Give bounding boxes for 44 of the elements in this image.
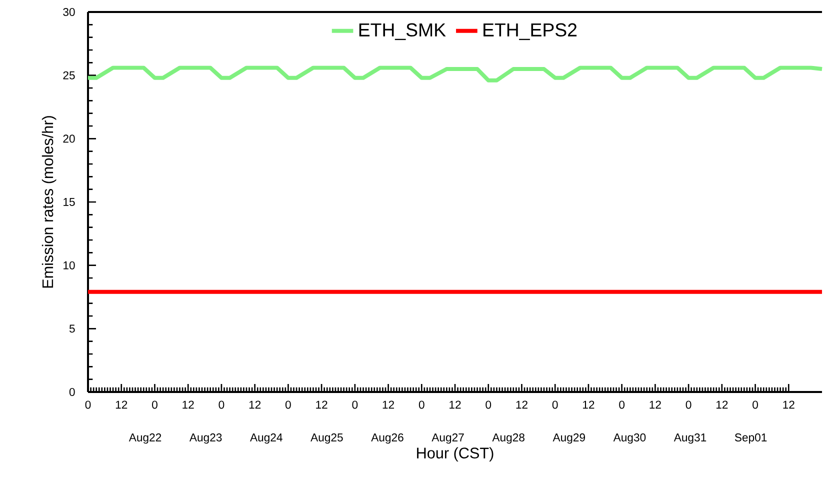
x-axis-title: Hour (CST) xyxy=(417,447,494,462)
x-tick-label: 0 xyxy=(752,400,758,409)
text: Aug22 xyxy=(128,433,162,444)
text: Aug26 xyxy=(371,433,404,444)
text: Aug23 xyxy=(189,433,222,444)
text: Aug28 xyxy=(492,433,524,444)
x-tick-label: 0 xyxy=(619,400,625,409)
x-tick-label: 0 xyxy=(686,400,692,409)
text: Aug24 xyxy=(250,433,282,444)
x-tick-label: 12 xyxy=(783,400,794,409)
x-tick-label: 12 xyxy=(382,400,394,409)
text: Aug31 xyxy=(674,433,706,444)
x-tick-label: 0 xyxy=(218,400,224,409)
text: Aug30 xyxy=(613,433,646,444)
x-tick-label: 12 xyxy=(716,400,728,409)
x-tick-label: 0 xyxy=(486,400,492,409)
x-tick-label: 12 xyxy=(182,400,194,409)
y-tick-label: 10 xyxy=(64,261,75,270)
y-tick-label: 0 xyxy=(69,388,75,396)
text: Aug27 xyxy=(432,433,464,444)
text: Aug25 xyxy=(310,433,343,444)
y-axis-title: Emission rates (moles/hr) xyxy=(42,116,56,288)
x-tick-label: 0 xyxy=(418,400,424,409)
x-tick-label: 12 xyxy=(249,400,261,409)
x-tick-label: 12 xyxy=(516,400,528,409)
y-tick-label: 5 xyxy=(69,324,75,333)
y-tick-label: 20 xyxy=(63,134,75,143)
x-tick-label: 12 xyxy=(116,400,128,409)
y-tick-label: 30 xyxy=(63,8,75,16)
text: Sep01 xyxy=(734,433,767,444)
x-tick-label: 0 xyxy=(85,400,91,409)
legend-label: ETH_SMK xyxy=(359,23,446,40)
x-tick-label: 12 xyxy=(583,400,594,409)
text: Aug29 xyxy=(552,433,585,444)
x-tick-label: 12 xyxy=(450,400,461,409)
x-tick-label: 0 xyxy=(152,400,158,409)
x-tick-label: 12 xyxy=(650,400,661,409)
x-tick-label: 0 xyxy=(352,400,358,409)
legend-label: ETH_EPS2 xyxy=(484,23,577,40)
y-tick-label: 15 xyxy=(64,198,75,206)
x-tick-label: 0 xyxy=(552,400,558,409)
y-tick-label: 25 xyxy=(63,71,75,80)
x-tick-label: 0 xyxy=(285,400,291,409)
x-tick-label: 12 xyxy=(316,400,328,409)
